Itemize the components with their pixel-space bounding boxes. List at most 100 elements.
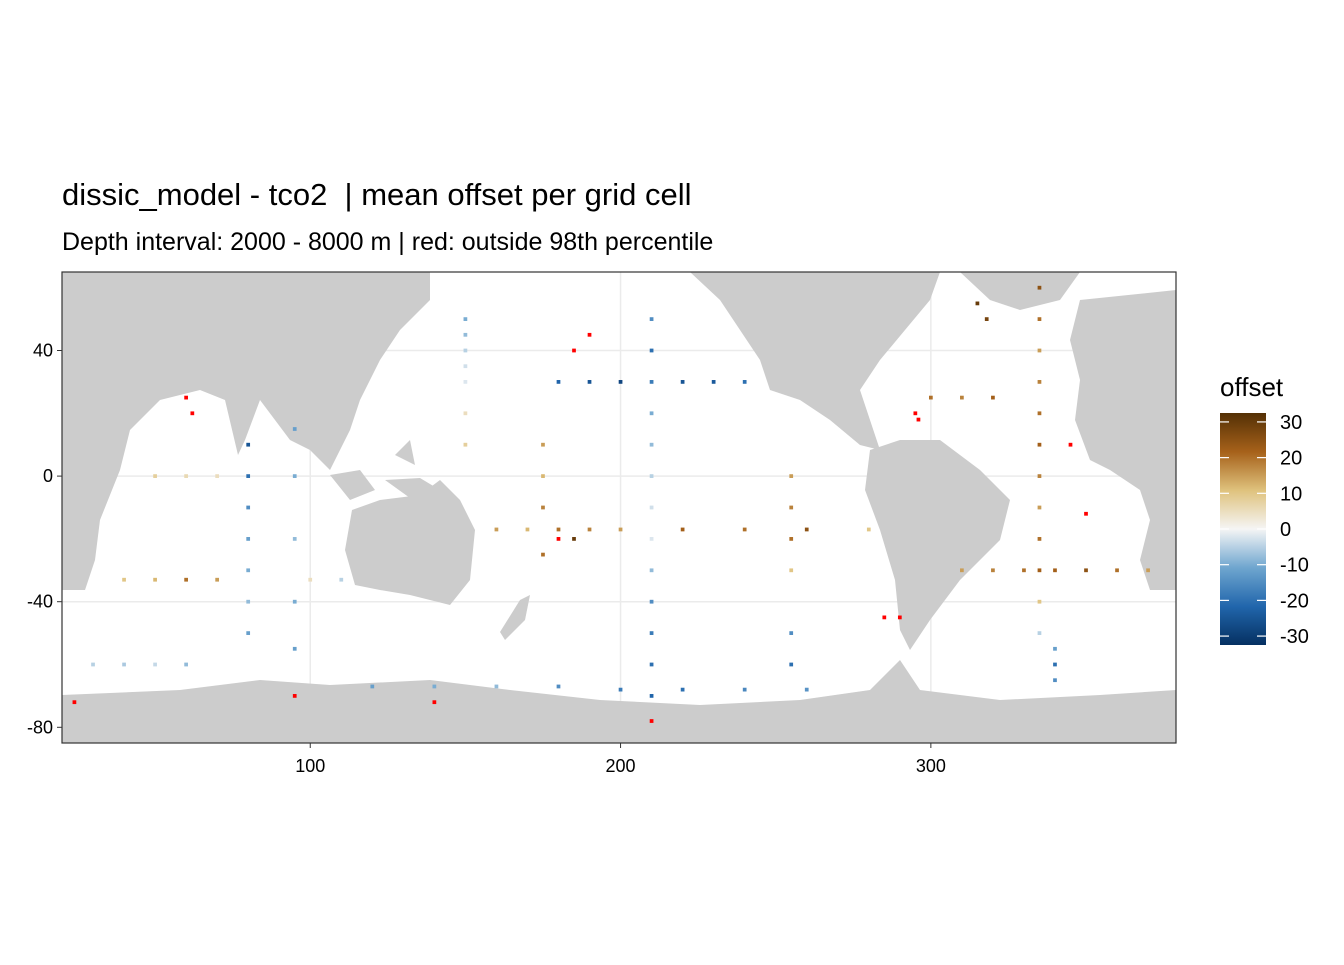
grid-cell bbox=[649, 694, 654, 698]
grid-cell bbox=[463, 332, 468, 337]
grid-cell bbox=[804, 527, 809, 532]
grid-cell bbox=[1037, 442, 1042, 447]
grid-cell bbox=[680, 527, 685, 532]
grid-cell bbox=[742, 527, 747, 532]
grid-cell bbox=[1037, 537, 1042, 541]
grid-cell bbox=[1037, 348, 1042, 353]
x-tick-label: 200 bbox=[606, 756, 636, 776]
grid-cell bbox=[246, 505, 251, 510]
land-new-zealand bbox=[500, 595, 530, 640]
grid-cell bbox=[789, 537, 794, 541]
grid-cell bbox=[649, 631, 654, 635]
chart-title: dissic_model - tco2 | mean offset per gr… bbox=[62, 177, 692, 212]
grid-cell bbox=[649, 317, 654, 321]
land-north-america bbox=[690, 272, 940, 450]
grid-cell bbox=[1037, 380, 1042, 384]
grid-cell bbox=[556, 527, 561, 532]
x-tick-label: 100 bbox=[295, 756, 325, 776]
grid-cell bbox=[789, 568, 794, 573]
land-europe-africa bbox=[1070, 290, 1176, 590]
land-south-america bbox=[865, 440, 1010, 650]
grid-cell bbox=[556, 380, 561, 384]
grid-cell bbox=[742, 687, 747, 692]
outlier-cell bbox=[913, 411, 918, 416]
grid-cell bbox=[649, 537, 654, 541]
grid-cell bbox=[246, 568, 251, 573]
panel-border bbox=[61, 271, 1177, 744]
grid-cell bbox=[1037, 568, 1042, 573]
grid-cell bbox=[587, 527, 592, 532]
grid-cell bbox=[463, 317, 468, 321]
grid-cell bbox=[618, 380, 623, 384]
colorbar-label: 0 bbox=[1280, 519, 1291, 541]
outlier-cell bbox=[916, 417, 921, 422]
grid-cell bbox=[1037, 599, 1042, 604]
grid-cell bbox=[339, 577, 344, 582]
axes: 100 200 300 -80 -40 0 40 bbox=[27, 341, 946, 777]
grid-cell bbox=[1053, 568, 1057, 573]
grid-cell bbox=[649, 380, 654, 384]
grid-cell bbox=[742, 380, 747, 384]
colorbar-label: 10 bbox=[1280, 483, 1302, 505]
land bbox=[62, 272, 1176, 743]
grid-cell bbox=[292, 474, 297, 478]
grid-cell bbox=[292, 427, 297, 431]
grid-cell bbox=[122, 662, 126, 667]
grid-cell bbox=[649, 411, 654, 416]
legend: 30 20 10 0 -10 -20 -30 bbox=[1220, 412, 1309, 648]
grid-cell bbox=[1146, 568, 1150, 573]
grid-cell bbox=[308, 577, 313, 582]
cells bbox=[72, 285, 1150, 723]
colorbar-label: -10 bbox=[1280, 555, 1309, 577]
legend-title: offset bbox=[1220, 372, 1284, 402]
y-tick-label: 40 bbox=[33, 341, 53, 361]
land-eurasia-africa bbox=[62, 272, 430, 590]
land-indonesia bbox=[330, 440, 440, 500]
grid-cell bbox=[184, 662, 188, 667]
outlier-cell bbox=[882, 615, 887, 620]
outlier-cell bbox=[1084, 511, 1088, 516]
grid-cell bbox=[556, 684, 561, 689]
grid-cell bbox=[1022, 568, 1026, 573]
grid-cell bbox=[370, 684, 375, 689]
grid-cell bbox=[1053, 646, 1057, 651]
grid-cell bbox=[215, 577, 220, 582]
grid-cell bbox=[292, 646, 297, 651]
grid-cell bbox=[960, 568, 964, 573]
grid-cell bbox=[866, 527, 871, 532]
grid-cell bbox=[463, 380, 468, 384]
grid-cell bbox=[1037, 411, 1042, 416]
grid-cell bbox=[246, 442, 251, 447]
grid-cell bbox=[1037, 285, 1042, 290]
grid-cell bbox=[804, 687, 809, 692]
grid-cell bbox=[572, 537, 576, 541]
colorbar-label: -20 bbox=[1280, 590, 1309, 612]
grid-cell bbox=[463, 364, 468, 369]
grid-cell bbox=[711, 380, 716, 384]
grid-cell bbox=[246, 537, 251, 541]
grid-cell bbox=[525, 527, 530, 532]
grid-cell bbox=[984, 317, 989, 321]
grid-cell bbox=[541, 552, 545, 557]
grid-cell bbox=[1053, 662, 1057, 667]
grid-cell bbox=[960, 395, 964, 400]
grid-cell bbox=[463, 348, 468, 353]
grid-cell bbox=[292, 537, 297, 541]
grid-cell bbox=[215, 474, 220, 478]
grid-cell bbox=[541, 474, 545, 478]
outlier-cell bbox=[897, 615, 902, 620]
grid-cell bbox=[649, 348, 654, 353]
grid-cell bbox=[1084, 568, 1088, 573]
grid-cell bbox=[153, 577, 157, 582]
grid-cell bbox=[184, 474, 188, 478]
outlier-cell bbox=[556, 537, 561, 541]
grid-cell bbox=[789, 474, 794, 478]
grid-cell bbox=[463, 411, 468, 416]
grid-cell bbox=[680, 380, 685, 384]
x-tick-label: 300 bbox=[916, 756, 946, 776]
outlier-cell bbox=[184, 395, 188, 400]
grid-cell bbox=[618, 687, 623, 692]
grid-cell bbox=[541, 442, 545, 447]
grid-cell bbox=[618, 527, 623, 532]
grid-cell bbox=[649, 442, 654, 447]
